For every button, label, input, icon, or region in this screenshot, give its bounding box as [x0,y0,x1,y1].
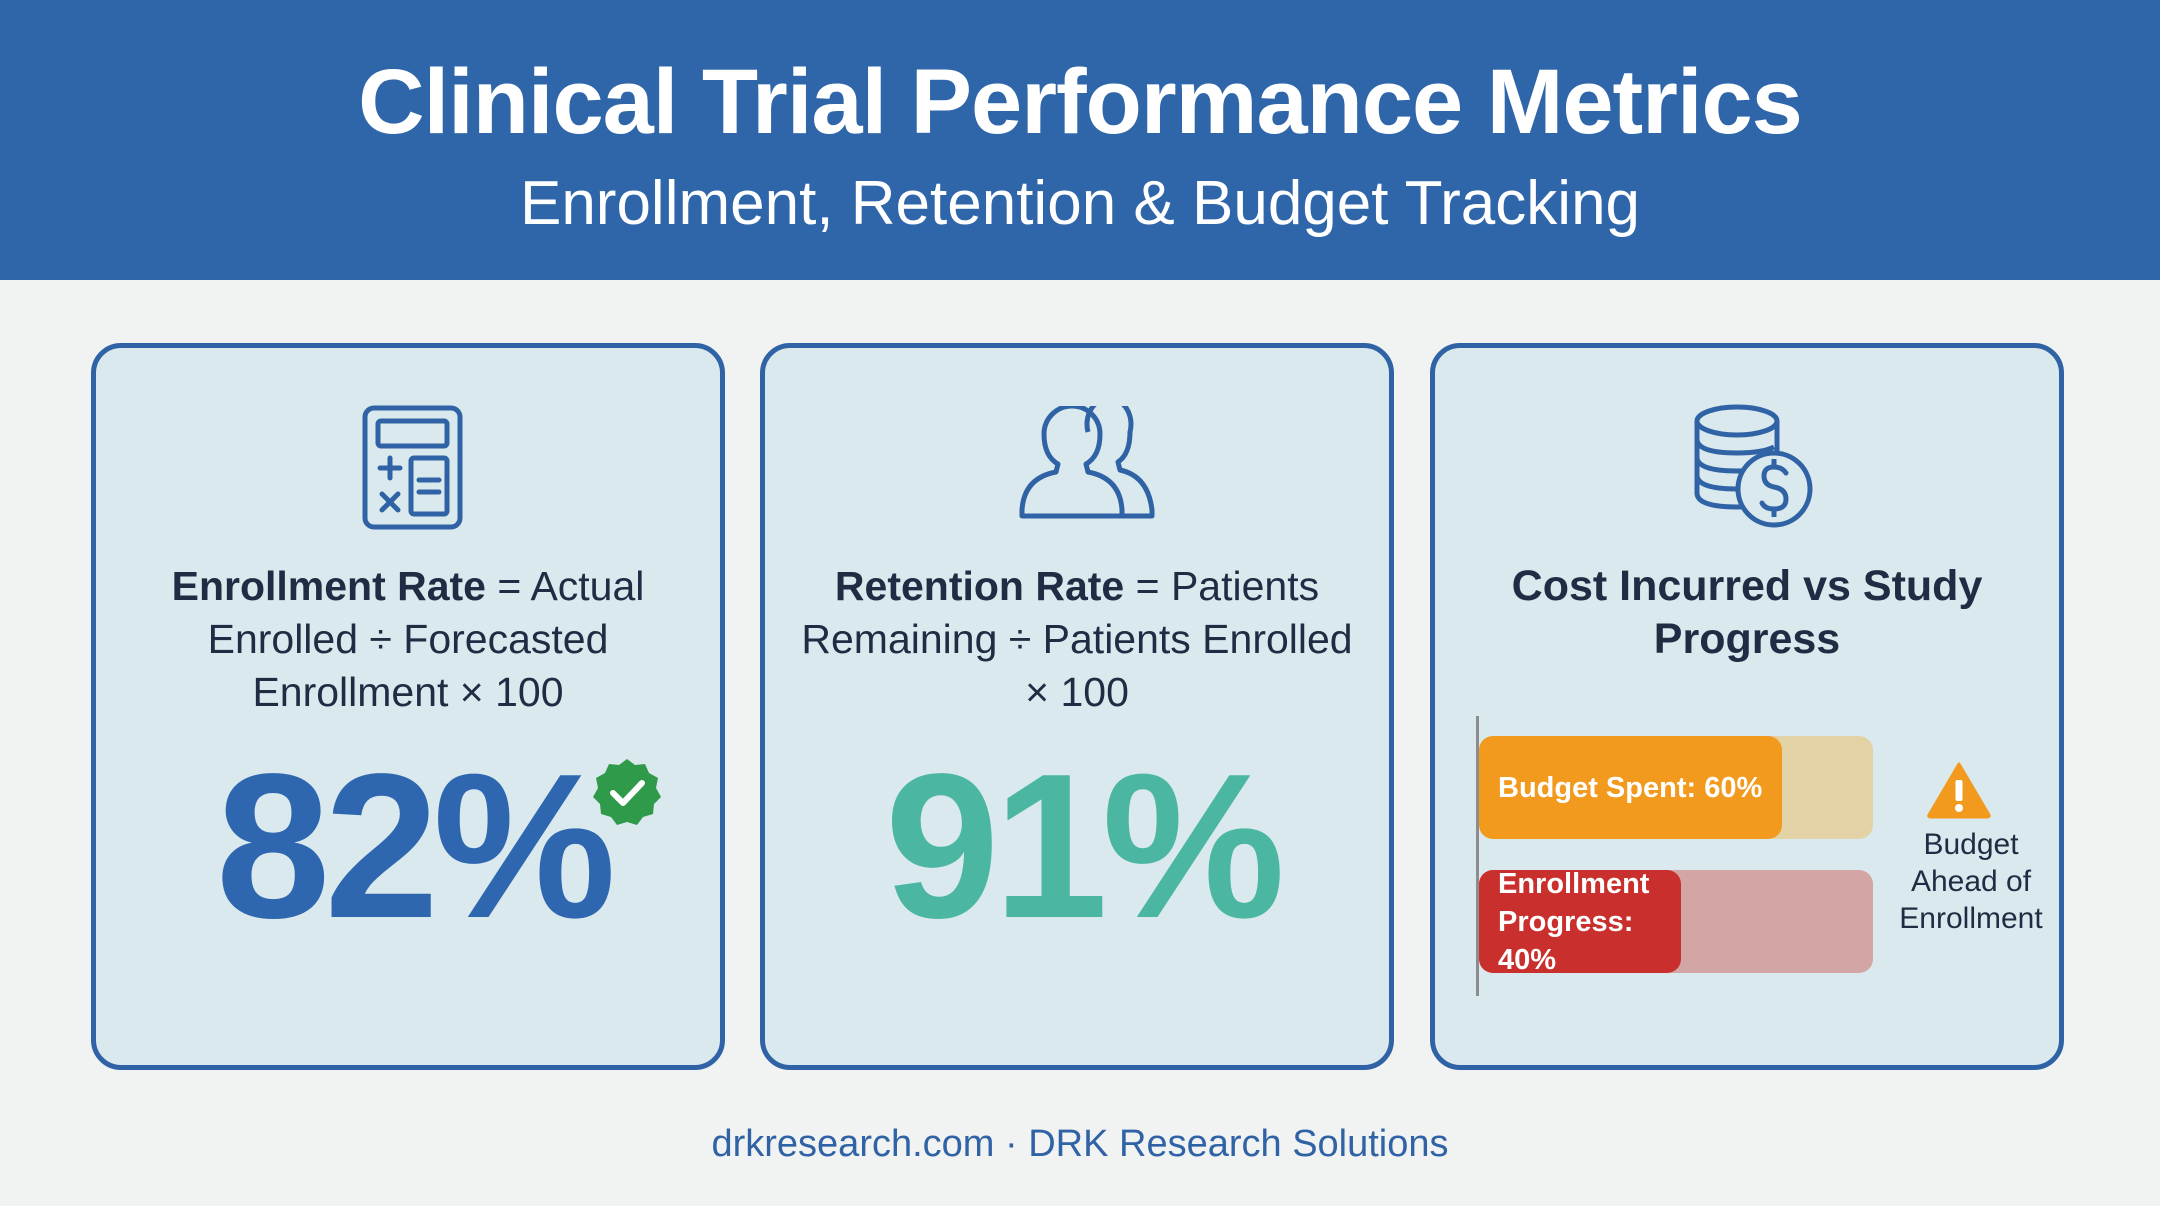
enrollment-formula: Enrollment Rate = Actual Enrolled ÷ Fore… [116,560,700,719]
budget-warning-text: Budget Ahead of Enrollment [1899,828,2043,935]
enrollment-formula-text: = Actual Enrolled ÷ Forecasted Enrollmen… [207,563,645,715]
retention-formula-label: Retention Rate [834,563,1125,609]
budget-spent-bar-track: Budget Spent: 60% [1479,736,1873,839]
enrollment-formula-label: Enrollment Rate [171,563,486,609]
bar-axis-line [1476,716,1479,996]
enrollment-rate-value: 82% [215,731,616,961]
cost-progress-title: Cost Incurred vs Study Progress [1511,562,1983,663]
retention-formula: Retention Rate = Patients Remaining ÷ Pa… [785,560,1369,719]
enrollment-progress-bar-track: Enrollment Progress: 40% [1479,870,1873,973]
coins-dollar-icon [1692,403,1817,535]
enrollment-progress-bar: Enrollment Progress: 40% [1479,870,1681,973]
budget-spent-bar: Budget Spent: 60% [1479,736,1782,839]
header-banner: Clinical Trial Performance Metrics Enrol… [0,0,2160,280]
warning-icon [1927,761,1991,824]
page-title: Clinical Trial Performance Metrics [358,51,1803,153]
retention-formula-text: = Patients Remaining ÷ Patients Enrolled… [801,563,1353,715]
enrollment-progress-label: Enrollment Progress: 40% [1498,870,1650,973]
retention-rate-card: Retention Rate = Patients Remaining ÷ Pa… [760,343,1394,1070]
retention-rate-value: 91% [884,731,1285,961]
budget-spent-label: Budget Spent: 60% [1498,771,1763,804]
cost-progress-card: Cost Incurred vs Study Progress Budget S… [1430,343,2064,1070]
check-badge-icon [591,756,663,833]
footer-credit: drkresearch.com · DRK Research Solutions [711,1123,1449,1165]
users-icon [1008,395,1156,529]
calculator-icon [361,404,464,536]
page-subtitle: Enrollment, Retention & Budget Tracking [519,169,1641,238]
enrollment-rate-card: Enrollment Rate = Actual Enrolled ÷ Fore… [91,343,725,1070]
